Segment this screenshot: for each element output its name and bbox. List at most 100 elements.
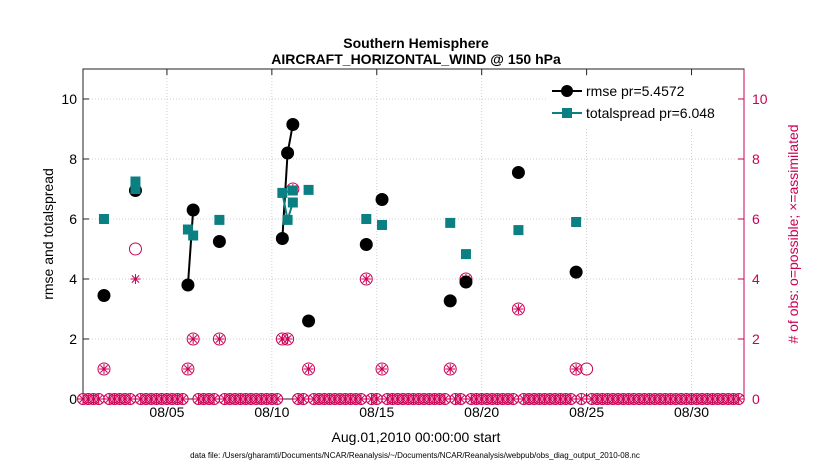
obs-assimilated-zero <box>272 394 283 404</box>
y-axis-right: 0 2 4 6 8 10 <box>738 69 768 407</box>
x-tick-label: 08/20 <box>464 404 499 420</box>
obs-assimilated-point <box>282 334 293 344</box>
totalspread-point <box>303 184 314 195</box>
totalspread-point <box>277 187 288 198</box>
totalspread-point <box>130 184 141 194</box>
legend-rmse-label: rmse pr=5.4572 <box>586 83 685 99</box>
y-tick-label-left: 2 <box>69 331 77 347</box>
totalspread-point <box>287 197 298 208</box>
obs-assimilated-zero <box>508 394 519 404</box>
obs-assimilated-point <box>130 274 141 284</box>
obs-assimilated-point <box>377 364 388 374</box>
y-axis-right-label: # of obs: o=possible; ×=assimilated <box>785 124 801 343</box>
rmse-point <box>275 232 289 245</box>
obs-possible-point <box>186 332 200 346</box>
totalspread-point <box>460 249 471 260</box>
legend-totalspread-marker <box>562 108 572 118</box>
x-tick-label: 08/10 <box>254 404 289 420</box>
totalspread-point <box>130 176 141 187</box>
y-tick-label-left: 4 <box>69 271 77 287</box>
obs-possible-point <box>302 362 316 376</box>
obs-assimilated-zero <box>209 394 220 404</box>
totalspread-point <box>377 220 388 230</box>
x-tick-label: 08/30 <box>674 404 709 420</box>
rmse-line <box>186 209 195 286</box>
chart-title-line2: AIRCRAFT_HORIZONTAL_WIND @ 150 hPa <box>271 51 561 67</box>
totalspread-point <box>513 225 524 236</box>
obs-possible-zero <box>176 393 189 405</box>
x-tick-label: 08/15 <box>359 404 394 420</box>
data-file-footer: data file: /Users/gharamti/Documents/NCA… <box>190 451 640 460</box>
rmse-point <box>375 193 389 206</box>
totalspread-point <box>98 214 109 224</box>
obs-assimilated-zero <box>125 394 136 404</box>
legend-totalspread-label: totalspread pr=6.048 <box>586 105 715 121</box>
totalspread-point <box>571 217 582 227</box>
rmse-point <box>569 265 583 279</box>
obs-assimilated-point <box>445 364 456 374</box>
totalspread-point <box>188 230 199 241</box>
obs-assimilated-point <box>98 364 109 374</box>
x-axis: 08/05 08/10 08/15 08/20 08/25 08/30 <box>149 69 709 420</box>
y-tick-label-right: 10 <box>752 91 768 107</box>
chart-title-line1: Southern Hemisphere <box>343 35 489 51</box>
y-tick-label-left: 0 <box>69 391 77 407</box>
data-marks <box>77 118 745 405</box>
legend: rmse pr=5.4572 totalspread pr=6.048 <box>548 77 738 127</box>
rmse-point <box>359 238 373 251</box>
legend-box <box>548 77 738 127</box>
obs-assimilated-zero <box>93 394 104 404</box>
obs-possible-zero <box>271 393 284 405</box>
totalspread-point <box>445 217 456 228</box>
rmse-point <box>186 203 200 217</box>
y-tick-label-right: 2 <box>752 331 760 347</box>
x-axis-label: Aug.01,2010 00:00:00 start <box>332 429 501 445</box>
obs-assimilated-zero <box>371 394 382 404</box>
obs-assimilated-zero <box>455 394 466 404</box>
obs-possible-point <box>443 362 457 376</box>
rmse-point <box>443 294 457 308</box>
rmse-point <box>212 235 226 248</box>
obs-possible-point <box>181 362 195 376</box>
y-tick-label-right: 8 <box>752 151 760 167</box>
obs-possible-point <box>359 272 373 286</box>
x-tick-label: 08/25 <box>569 404 604 420</box>
rmse-point <box>511 166 525 179</box>
rmse-point <box>459 275 473 289</box>
rmse-point <box>181 278 195 292</box>
obs-assimilated-zero <box>356 394 367 404</box>
obs-assimilated-point <box>361 274 372 284</box>
rmse-point <box>302 314 316 328</box>
rmse-point <box>97 289 111 302</box>
y-tick-label-right: 0 <box>752 391 760 407</box>
obs-possible-point <box>511 302 525 316</box>
obs-assimilated-zero <box>565 394 576 404</box>
y-axis-left: 0 2 4 6 8 10 <box>61 91 89 407</box>
totalspread-point <box>182 224 193 235</box>
obs-possible-point <box>569 362 583 376</box>
y-tick-label-right: 6 <box>752 211 760 227</box>
obs-possible-zero <box>732 393 745 405</box>
totalspread-point <box>282 214 293 225</box>
totalspread-point <box>214 214 225 225</box>
obs-assimilated-zero <box>298 394 309 404</box>
obs-assimilated-point <box>188 334 199 344</box>
obs-assimilated-zero <box>439 394 450 404</box>
obs-assimilated-point <box>571 364 582 374</box>
totalspread-point <box>361 214 372 224</box>
obs-possible-point <box>97 362 111 376</box>
obs-assimilated-zero <box>177 394 188 404</box>
y-tick-label-left: 6 <box>69 211 77 227</box>
obs-possible-point <box>128 242 142 256</box>
obs-assimilated-point <box>513 304 524 314</box>
y-tick-label-left: 10 <box>61 91 77 107</box>
obs-possible-point <box>375 362 389 376</box>
legend-rmse-marker <box>561 85 573 97</box>
x-tick-label: 08/05 <box>149 404 184 420</box>
obs-assimilated-point <box>182 364 193 374</box>
obs-possible-point <box>212 332 226 346</box>
obs-assimilated-point <box>214 334 225 344</box>
y-axis-left-label: rmse and totalspread <box>40 168 56 300</box>
obs-assimilated-zero <box>576 394 587 404</box>
